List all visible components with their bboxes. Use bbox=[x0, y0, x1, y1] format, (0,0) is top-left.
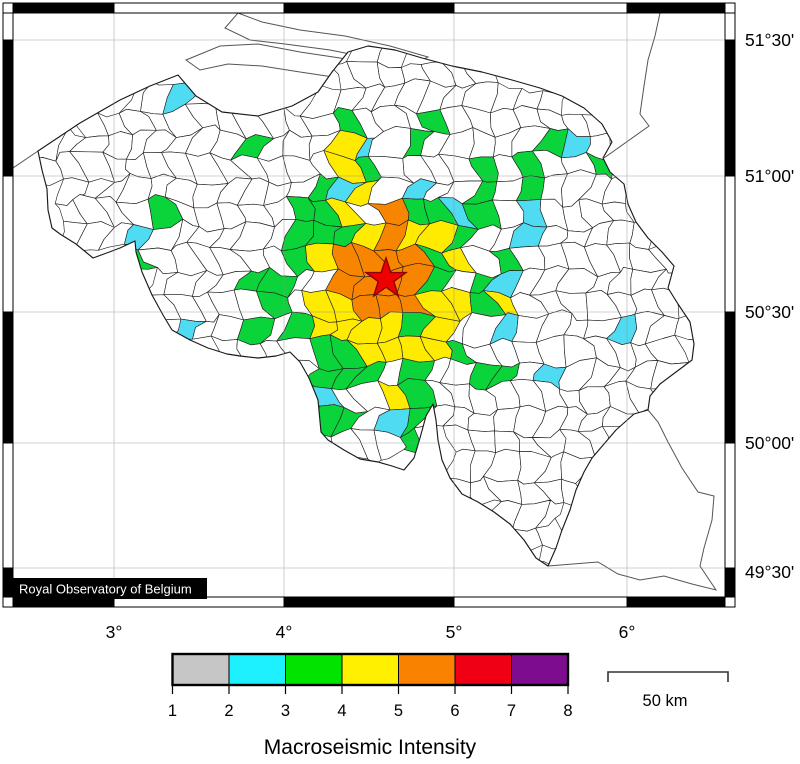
frame-segment bbox=[724, 311, 736, 444]
legend-tick-label: 2 bbox=[224, 702, 233, 720]
legend-bar-border bbox=[171, 652, 570, 687]
frame-corner bbox=[2, 2, 14, 14]
frame-corner bbox=[724, 596, 736, 608]
frame-segment bbox=[12, 2, 115, 14]
map-frame bbox=[2, 2, 736, 608]
legend-segment bbox=[285, 653, 343, 686]
frame-segment bbox=[283, 596, 455, 608]
frame-segment bbox=[724, 567, 736, 598]
lon-tick-label: 3° bbox=[106, 622, 123, 642]
legend-ticks bbox=[171, 685, 569, 694]
lat-tick-label: 51°00' bbox=[745, 166, 794, 186]
legend-segment bbox=[228, 653, 286, 686]
lat-tick-label: 50°30' bbox=[745, 302, 794, 322]
legend-tick-label: 5 bbox=[394, 702, 403, 720]
municipality-mesh bbox=[38, 46, 694, 566]
map-area bbox=[13, 13, 725, 597]
lat-tick-label: 50°00' bbox=[745, 433, 794, 453]
lat-tick-label: 49°30' bbox=[745, 562, 794, 582]
legend-segment bbox=[398, 653, 456, 686]
frame-segment bbox=[626, 596, 726, 608]
scale-bar-label: 50 km bbox=[643, 692, 688, 710]
legend-tick-label: 8 bbox=[563, 702, 572, 720]
municipality-cell bbox=[674, 313, 694, 341]
legend-tick-label: 1 bbox=[168, 702, 177, 720]
coast-outline bbox=[13, 150, 39, 169]
legend-segment bbox=[341, 653, 399, 686]
frame-segment bbox=[724, 442, 736, 569]
frame-segment bbox=[2, 567, 14, 598]
graticule bbox=[13, 13, 725, 597]
frame-segment bbox=[2, 442, 14, 569]
frame-segment bbox=[2, 311, 14, 444]
frame-segment bbox=[453, 596, 628, 608]
legend-tick-label: 7 bbox=[507, 702, 516, 720]
luxembourg-outline bbox=[547, 409, 718, 591]
legend-title: Macroseismic Intensity bbox=[264, 736, 477, 759]
frame-segment bbox=[453, 2, 628, 14]
legend-tick-label: 3 bbox=[281, 702, 290, 720]
frame-segment bbox=[2, 175, 14, 313]
legend-tick-label: 4 bbox=[337, 702, 346, 720]
frame-segment bbox=[724, 12, 736, 41]
frame-corner bbox=[724, 2, 736, 14]
frame-segment bbox=[283, 2, 455, 14]
lat-tick-label: 51°30' bbox=[745, 30, 794, 50]
legend-segment bbox=[511, 653, 569, 686]
frame-segment bbox=[724, 39, 736, 177]
frame-segment bbox=[626, 2, 726, 14]
scale-bar bbox=[607, 671, 729, 682]
epicenter-star-icon bbox=[363, 255, 409, 298]
legend-tick-label: 6 bbox=[450, 702, 459, 720]
legend-segment bbox=[454, 653, 512, 686]
frame-segment bbox=[2, 12, 14, 41]
lon-tick-label: 4° bbox=[276, 622, 293, 642]
municipality-cell bbox=[650, 360, 690, 390]
frame-segment bbox=[724, 175, 736, 313]
lon-tick-label: 6° bbox=[619, 622, 636, 642]
legend-segment bbox=[172, 653, 230, 686]
legend-bar bbox=[172, 653, 569, 686]
frame-segment bbox=[113, 2, 285, 14]
lon-tick-label: 5° bbox=[446, 622, 463, 642]
attribution-label: Royal Observatory of Belgium bbox=[19, 582, 192, 597]
attribution-box bbox=[13, 578, 207, 599]
nl-de-border-outline bbox=[603, 13, 661, 159]
country-border bbox=[37, 45, 695, 567]
frame-segment bbox=[2, 39, 14, 177]
frame-corner bbox=[2, 596, 14, 608]
